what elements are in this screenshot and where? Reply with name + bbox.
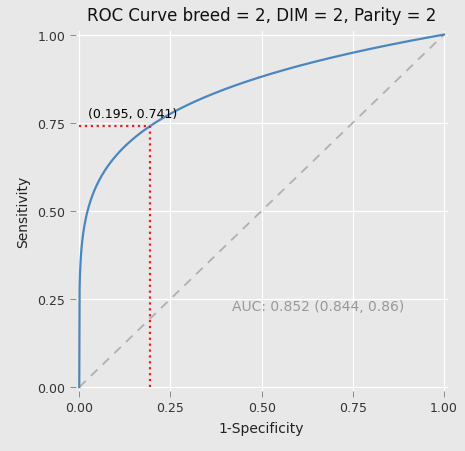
X-axis label: 1-Specificity: 1-Specificity <box>219 421 305 435</box>
Title: ROC Curve breed = 2, DIM = 2, Parity = 2: ROC Curve breed = 2, DIM = 2, Parity = 2 <box>87 7 436 25</box>
Text: AUC: 0.852 (0.844, 0.86): AUC: 0.852 (0.844, 0.86) <box>232 299 405 313</box>
Text: (0.195, 0.741): (0.195, 0.741) <box>88 108 178 121</box>
Y-axis label: Sensitivity: Sensitivity <box>16 175 30 248</box>
